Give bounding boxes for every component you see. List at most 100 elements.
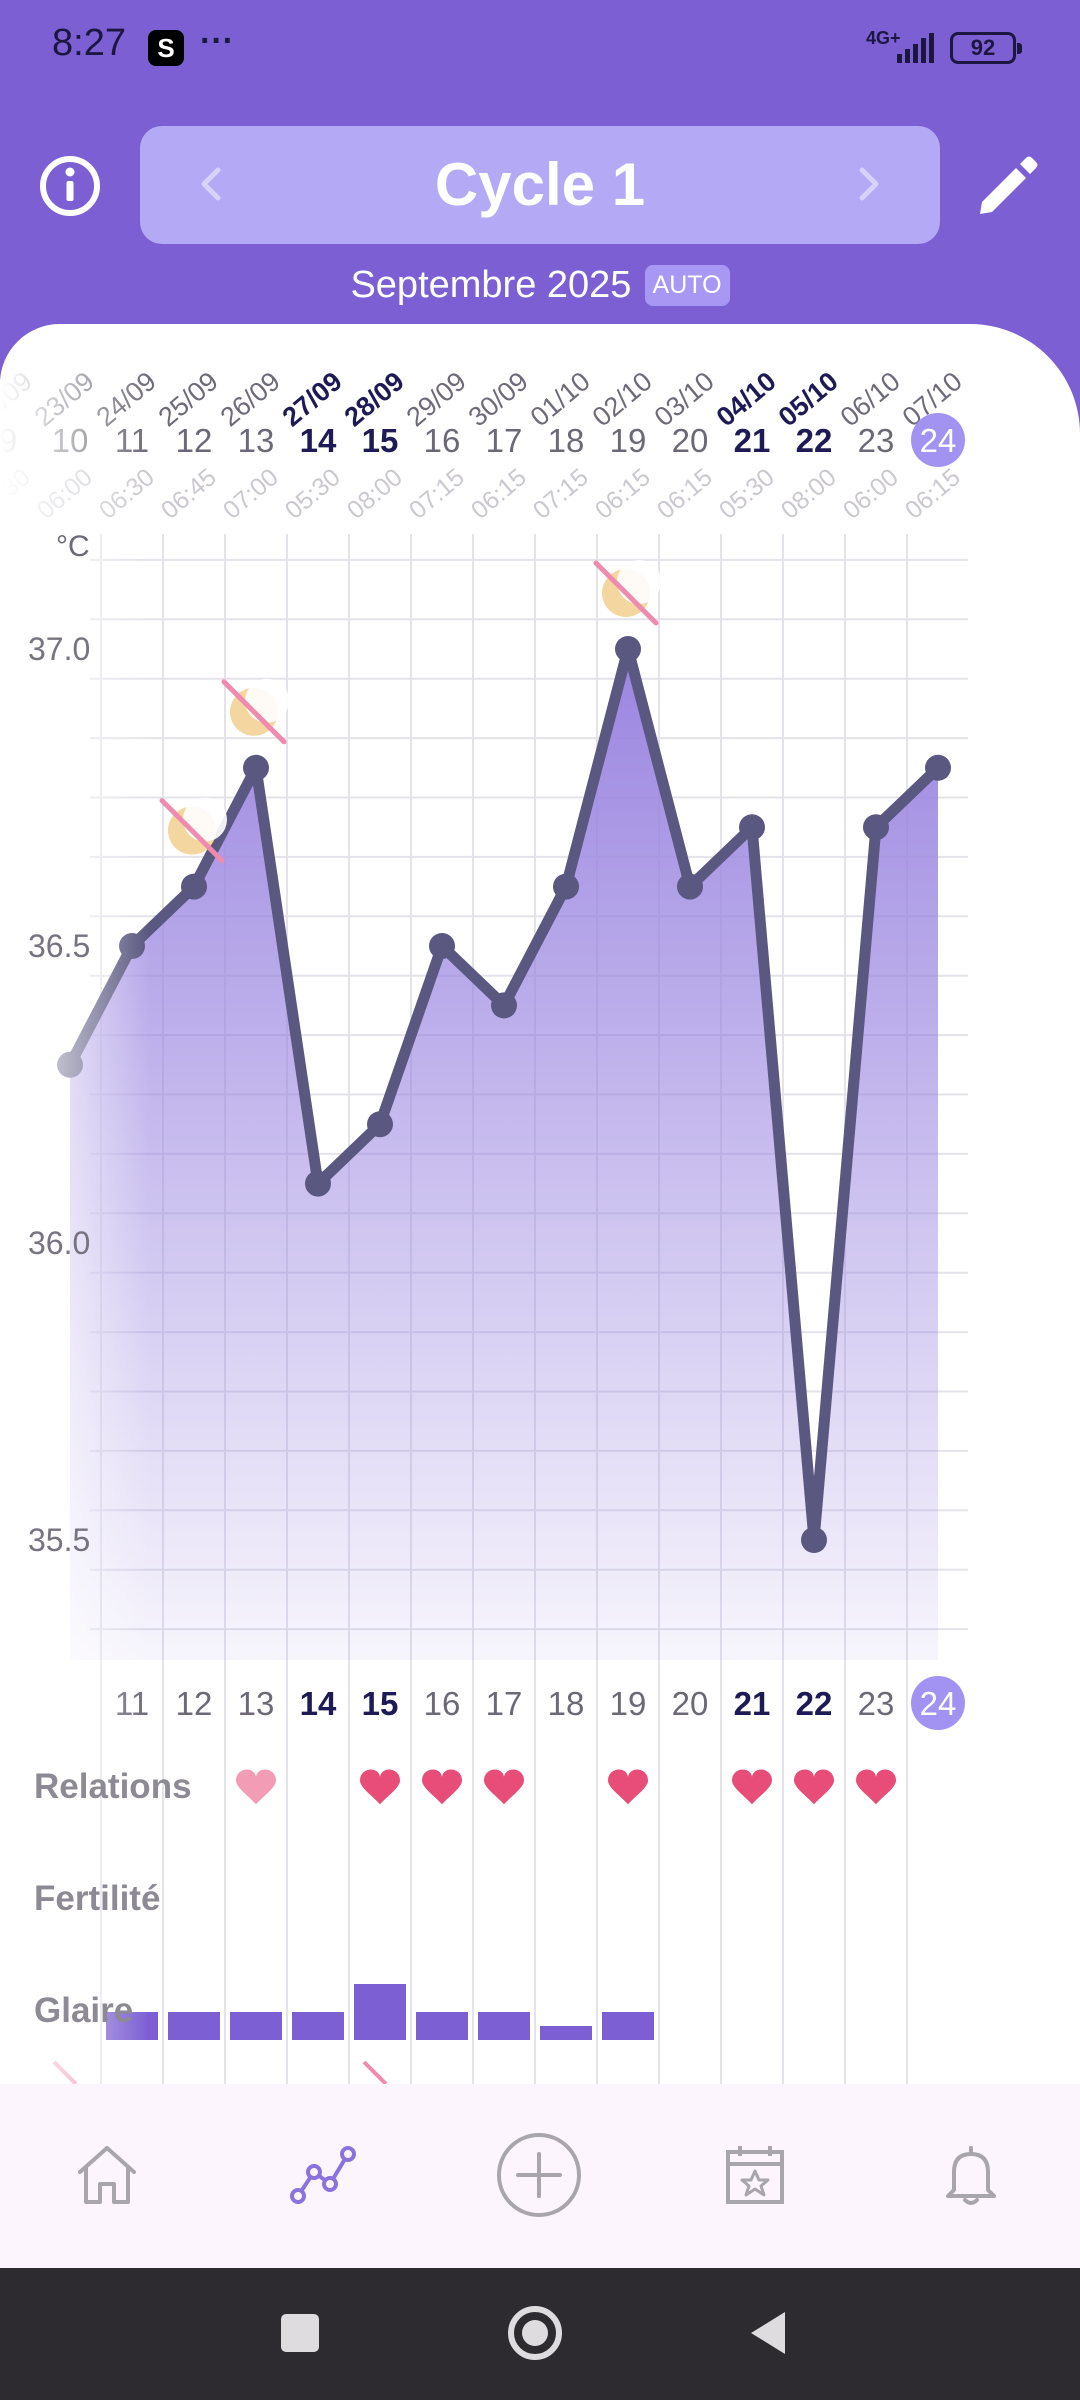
mucus-bar-day-17 <box>478 2012 530 2040</box>
column-time: 06:30 <box>94 463 160 525</box>
temperature-point-day-17 <box>491 992 517 1019</box>
temperature-point-day-24 <box>925 754 951 781</box>
system-nav-bar <box>0 2268 1080 2400</box>
status-bar: 8:27 S ··· 4G+ 92 <box>0 0 1080 96</box>
axis-day: 11 <box>115 1685 149 1722</box>
column-time: 06:15 <box>900 463 966 525</box>
previous-cycle-icon[interactable] <box>184 156 240 212</box>
add-icon <box>497 2133 581 2217</box>
column-time: 06:45 <box>156 463 222 525</box>
column-day: 17 <box>486 422 523 459</box>
column-time: 06:00 <box>32 463 98 525</box>
relations-label: Relations <box>34 1767 192 1806</box>
mucus-bar-day-19 <box>602 2012 654 2040</box>
column-day: 9 <box>0 422 17 459</box>
month-row: Septembre 2025 AUTO <box>0 264 1080 320</box>
column-day: 12 <box>176 422 213 459</box>
y-axis-unit: °C <box>56 530 90 563</box>
nav-calendar[interactable] <box>700 2120 810 2230</box>
column-day: 19 <box>610 422 647 459</box>
column-day: 18 <box>548 422 585 459</box>
battery-icon: 92 <box>950 32 1022 64</box>
moon-cutout <box>245 678 289 723</box>
column-day: 22 <box>796 422 833 459</box>
home-button-icon[interactable] <box>500 2298 570 2368</box>
mucus-bar-day-15 <box>354 1984 406 2040</box>
info-icon[interactable] <box>38 154 102 218</box>
excluded-temperature-icon[interactable] <box>221 678 289 745</box>
axis-day: 13 <box>238 1685 275 1722</box>
mucus-bar-day-12 <box>168 2012 220 2040</box>
column-time: 07:15 <box>528 463 594 525</box>
mucus-bar-day-13 <box>230 2012 282 2040</box>
mucus-label: Glaire <box>34 1991 133 2030</box>
nav-add[interactable] <box>484 2120 594 2230</box>
relation-heart-day-15 <box>360 1769 400 1805</box>
temperature-point-day-20 <box>677 873 703 900</box>
temperature-point-day-10 <box>57 1051 83 1078</box>
column-time: 08:00 <box>776 463 842 525</box>
axis-day-today: 24 <box>920 1685 957 1722</box>
relation-heart-day-22 <box>794 1769 834 1805</box>
column-time: 05:30 <box>0 463 36 525</box>
month-label: Septembre 2025 <box>350 264 632 306</box>
today-indicator <box>911 1676 965 1730</box>
exclude-slash <box>362 2060 388 2084</box>
next-cycle-icon[interactable] <box>840 156 896 212</box>
temperature-point-day-15 <box>367 1111 393 1138</box>
axis-day: 22 <box>796 1685 833 1722</box>
back-icon[interactable] <box>735 2298 805 2368</box>
mucus-bar-day-16 <box>416 2012 468 2040</box>
excluded-temperature-icon[interactable] <box>159 797 227 864</box>
temperature-point-day-19 <box>615 636 641 662</box>
relation-heart-day-19 <box>608 1769 648 1805</box>
temperature-point-day-14 <box>305 1170 331 1197</box>
axis-day: 23 <box>858 1685 895 1722</box>
relation-heart-day-13 <box>236 1769 276 1805</box>
column-time: 06:15 <box>590 463 656 525</box>
y-tick-label: 36.0 <box>28 1225 90 1261</box>
nav-notifications[interactable] <box>916 2120 1026 2230</box>
axis-day: 20 <box>672 1685 709 1722</box>
nav-chart[interactable] <box>268 2120 378 2230</box>
excluded-temperature-icon[interactable] <box>593 560 661 626</box>
temperature-point-day-12 <box>181 873 207 900</box>
temperature-point-day-18 <box>553 873 579 900</box>
column-day-today: 24 <box>920 422 957 459</box>
temperature-point-day-23 <box>863 814 889 841</box>
axis-day: 21 <box>734 1685 771 1722</box>
mucus-bar-day-18 <box>540 2026 592 2040</box>
signal-icon <box>897 33 934 63</box>
column-time: 05:30 <box>280 463 346 525</box>
nav-home[interactable] <box>52 2120 162 2230</box>
column-time: 06:15 <box>466 463 532 525</box>
column-day: 14 <box>300 422 337 459</box>
axis-day: 12 <box>176 1685 213 1722</box>
axis-day: 14 <box>300 1685 337 1722</box>
column-time: 07:15 <box>404 463 470 525</box>
column-time: 08:00 <box>342 463 408 525</box>
column-time: 06:00 <box>838 463 904 525</box>
exclude-slash <box>593 560 659 626</box>
cycle-selector: Cycle 1 <box>140 126 940 244</box>
today-indicator <box>911 413 965 467</box>
temperature-chart[interactable]: 22/09905:3023/091006:0024/091106:3025/09… <box>0 324 1080 2084</box>
temperature-point-day-16 <box>429 933 455 959</box>
exclude-slash <box>159 798 225 864</box>
column-day: 13 <box>238 422 275 459</box>
home-icon <box>78 2146 136 2204</box>
exclude-slash <box>221 679 287 745</box>
y-tick-label: 37.0 <box>28 631 90 667</box>
chart-card: 22/09 9 05:30 23/09 10 06:00 24/09 11 06:30 25/09… <box>0 324 1080 2084</box>
temperature-point-day-11 <box>119 933 145 959</box>
column-day: 21 <box>734 422 771 459</box>
relation-heart-day-21 <box>732 1769 772 1805</box>
recents-icon[interactable] <box>265 2298 335 2368</box>
calendar-icon <box>726 2146 784 2204</box>
column-time: 05:30 <box>714 463 780 525</box>
temperature-point-day-21 <box>739 814 765 841</box>
edit-icon[interactable] <box>972 150 1044 222</box>
column-day: 20 <box>672 422 709 459</box>
more-notifications-icon: ··· <box>200 22 234 60</box>
